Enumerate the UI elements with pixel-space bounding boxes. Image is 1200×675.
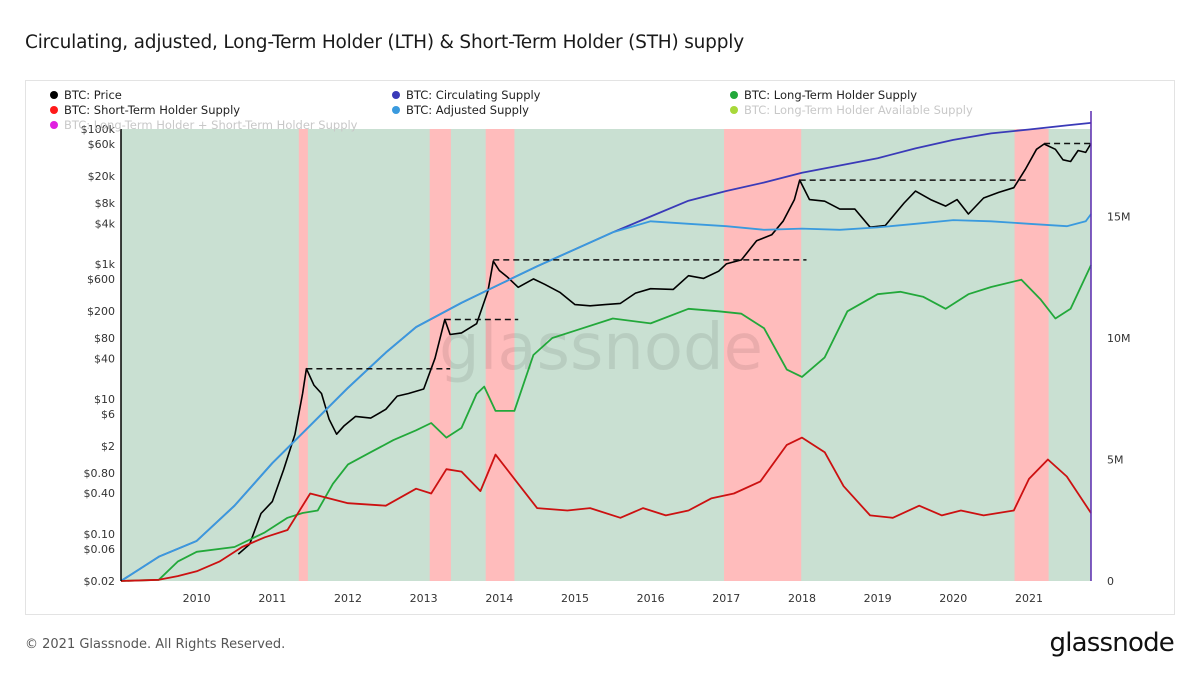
- legend-marker: [50, 106, 58, 114]
- legend-item: BTC: Long-Term Holder + Short-Term Holde…: [50, 118, 358, 132]
- y-right-tick-label: 15M: [1107, 210, 1131, 223]
- background-highlight: [1014, 129, 1049, 581]
- x-tick-label: 2014: [485, 592, 513, 605]
- x-tick-label: 2017: [712, 592, 740, 605]
- x-tick-label: 2010: [183, 592, 211, 605]
- y-left-tick-label: $2: [101, 440, 115, 453]
- series-layer: [120, 122, 1092, 582]
- x-tick-label: 2016: [637, 592, 665, 605]
- legend-item: BTC: Price: [50, 88, 122, 102]
- y-left-tick-label: $8k: [95, 197, 116, 210]
- series-line-btc-short-term-holder-supply: [120, 436, 1092, 582]
- y-left-tick-label: $4k: [95, 217, 116, 230]
- x-tick-label: 2015: [561, 592, 589, 605]
- y-right-tick-label: 0: [1107, 575, 1114, 588]
- legend-item: BTC: Adjusted Supply: [392, 103, 529, 117]
- legend-label: BTC: Long-Term Holder Supply: [744, 88, 917, 102]
- y-left-tick-label: $0.80: [84, 467, 116, 480]
- legend-label: BTC: Price: [64, 88, 122, 102]
- background-default: [121, 129, 1091, 581]
- y-left-tick-label: $6: [101, 408, 115, 421]
- y-left-tick-label: $10: [94, 393, 115, 406]
- legend-marker: [392, 106, 400, 114]
- x-tick-label: 2021: [1015, 592, 1043, 605]
- legend-item: BTC: Long-Term Holder Supply: [730, 88, 917, 102]
- background-highlight: [429, 129, 451, 581]
- chart-svg: glassnode $0.02$0.06$0.10$0.40$0.80$2$6$…: [50, 88, 1131, 605]
- copyright-text: © 2021 Glassnode. All Rights Reserved.: [25, 637, 286, 652]
- legend-label: BTC: Long-Term Holder + Short-Term Holde…: [64, 118, 358, 132]
- background-highlight: [724, 129, 802, 581]
- x-tick-label: 2020: [939, 592, 967, 605]
- chart-frame: glassnode $0.02 $0.06 $0.10 $0.40 $0.80 $2 $6 $…: [25, 80, 1175, 615]
- x-tick-label: 2011: [258, 592, 286, 605]
- y-left-tick-label: $20k: [88, 170, 116, 183]
- y-left-tick-label: $200: [87, 305, 115, 318]
- series-line-btc-long-term-holder-supply: [120, 264, 1092, 582]
- watermark: glassnode: [439, 311, 763, 385]
- legend-item: BTC: Long-Term Holder Available Supply: [730, 103, 973, 117]
- series-line-btc-price: [237, 143, 1092, 555]
- brand-logo: glassnode: [1049, 628, 1175, 658]
- background-regions: [121, 129, 1091, 581]
- axes: $0.02 $0.06 $0.10 $0.40 $0.80 $2 $6 $10 $40 $80 $2…: [81, 111, 1131, 605]
- background-highlight: [298, 129, 308, 581]
- y-left-tick-label: $40: [94, 352, 115, 365]
- y-left-tick-label: $0.06: [84, 543, 116, 556]
- y-left-tick-label: $1k: [95, 258, 116, 271]
- y-left-tick-label: $0.02: [84, 575, 116, 588]
- y-left-tick-label: $100k: [81, 123, 116, 136]
- legend-marker: [50, 121, 58, 129]
- x-tick-label: 2012: [334, 592, 362, 605]
- background-highlight: [485, 129, 515, 581]
- legend-label: BTC: Circulating Supply: [406, 88, 541, 102]
- y-left-tick-label: $0.40: [84, 487, 116, 500]
- y-left-tick-label: $80: [94, 332, 115, 345]
- legend-item: BTC: Circulating Supply: [392, 88, 541, 102]
- x-tick-label: 2013: [410, 592, 438, 605]
- ath-lines: [306, 142, 1091, 370]
- series-line-btc-adjusted-supply: [120, 213, 1092, 582]
- legend-marker: [392, 91, 400, 99]
- y-right-tick-label: 5M: [1107, 453, 1124, 466]
- y-left-tick-label: $600: [87, 273, 115, 286]
- page-title: Circulating, adjusted, Long-Term Holder …: [25, 32, 744, 53]
- legend-label: BTC: Short-Term Holder Supply: [64, 103, 240, 117]
- y-right-tick-label: 10M: [1107, 332, 1131, 345]
- legend-marker: [50, 91, 58, 99]
- legend-label: BTC: Long-Term Holder Available Supply: [744, 103, 973, 117]
- x-tick-label: 2019: [864, 592, 892, 605]
- x-tick-label: 2018: [788, 592, 816, 605]
- legend-marker: [730, 106, 738, 114]
- legend-label: BTC: Adjusted Supply: [406, 103, 529, 117]
- legend-marker: [730, 91, 738, 99]
- y-left-tick-label: $0.10: [84, 528, 116, 541]
- y-left-tick-label: $60k: [88, 138, 116, 151]
- legend-item: BTC: Short-Term Holder Supply: [50, 103, 240, 117]
